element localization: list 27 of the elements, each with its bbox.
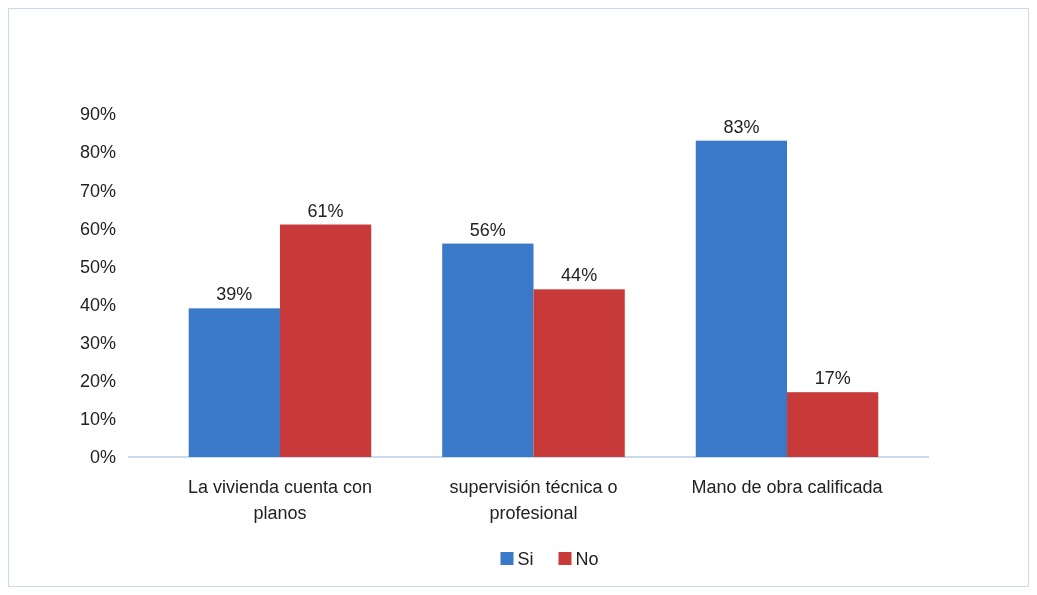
x-tick-label: Mano de obra calificada: [691, 477, 884, 497]
text: 83%: [723, 116, 760, 137]
text: 17%: [814, 368, 851, 389]
bar: [787, 392, 879, 457]
legend-label: No: [575, 549, 599, 570]
y-tick-label: 80%: [79, 142, 116, 163]
y-tick-label: 30%: [79, 332, 116, 353]
text: 61%: [307, 200, 344, 221]
text: 44%: [561, 265, 598, 286]
text: 56%: [469, 219, 506, 240]
y-tick-label: 50%: [79, 256, 116, 277]
y-tick-label: 0%: [89, 447, 116, 468]
y-tick-label: 70%: [79, 180, 116, 201]
y-tick-label: 90%: [79, 104, 116, 125]
y-tick-label: 20%: [79, 371, 116, 392]
bar: [442, 243, 534, 457]
x-tick-label: La vivienda cuenta con planos: [187, 477, 373, 523]
text: 39%: [216, 284, 253, 305]
y-tick-label: 10%: [79, 409, 116, 430]
bar: [695, 140, 788, 457]
bar: [188, 308, 280, 457]
legend-label: Si: [517, 549, 534, 570]
bar: [533, 289, 625, 457]
y-tick-label: 60%: [79, 218, 116, 239]
x-tick-label: supervisión técnica o profesional: [449, 477, 618, 523]
bar: [279, 224, 372, 457]
y-tick-label: 40%: [79, 294, 116, 315]
